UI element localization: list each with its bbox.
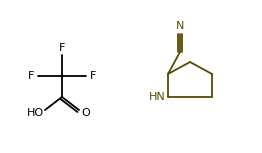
- Text: O: O: [82, 108, 90, 118]
- Text: HN: HN: [149, 92, 165, 102]
- Text: N: N: [176, 21, 184, 31]
- Text: F: F: [59, 43, 65, 53]
- Text: HO: HO: [26, 108, 43, 118]
- Text: F: F: [28, 71, 34, 81]
- Text: F: F: [90, 71, 96, 81]
